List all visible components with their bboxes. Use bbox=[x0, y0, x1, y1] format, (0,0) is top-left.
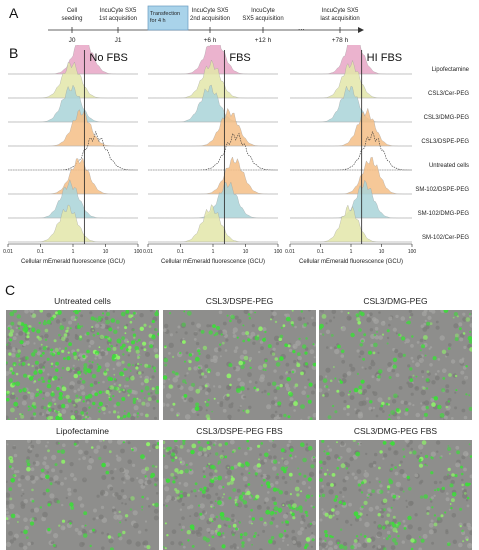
x-tick-label: 1 bbox=[72, 249, 75, 255]
histogram-curve bbox=[8, 157, 138, 195]
x-tick-label: 100 bbox=[408, 249, 417, 255]
histogram-title: No FBS bbox=[89, 52, 128, 64]
micrograph-label: CSL3/DSPE-PEG bbox=[205, 296, 274, 306]
timeline-event-label: last acquisition bbox=[320, 16, 359, 22]
row-label: SM-102/DSPE-PEG bbox=[415, 187, 469, 193]
micrograph-label: CSL3/DMG-PEG FBS bbox=[353, 426, 438, 436]
micrograph-image bbox=[163, 310, 316, 420]
histogram-curve bbox=[290, 157, 412, 195]
histogram-title: FBS bbox=[229, 52, 250, 64]
histogram-panel: 0.01 0.1 1 10 100 Cellular mEmerald fluoresce… bbox=[285, 45, 416, 265]
timeline-event-label: IncuCyte SX5 bbox=[100, 8, 137, 14]
x-tick-label: 0.1 bbox=[177, 249, 184, 255]
timeline-event-label: SX5 acquisition bbox=[242, 16, 283, 22]
transfection-box bbox=[147, 5, 189, 31]
histogram-curve bbox=[290, 85, 412, 123]
histogram-title: HI FBS bbox=[367, 52, 402, 64]
histogram-curve bbox=[8, 130, 138, 171]
timeline-event-label: 2nd acquisition bbox=[190, 16, 230, 22]
histogram-panel: 0.01 0.1 1 10 100 Cellular mEmerald fluoresce… bbox=[143, 45, 282, 265]
x-tick-label: 0.01 bbox=[143, 249, 153, 255]
panel-b-label: B bbox=[9, 45, 19, 61]
panel-a-label: A bbox=[9, 5, 19, 21]
timeline-event-label: IncuCyte SX5 bbox=[322, 8, 359, 14]
timeline-event-label: IncuCyte SX5 bbox=[192, 8, 229, 14]
x-tick-label: 0.1 bbox=[317, 249, 324, 255]
row-label: Untreated cells bbox=[429, 163, 469, 169]
row-label: CSL3/Cer-PEG bbox=[428, 91, 469, 97]
histogram-curve bbox=[290, 130, 412, 171]
timeline-event-label: Cell bbox=[67, 8, 77, 14]
micrograph-image bbox=[163, 440, 316, 550]
micrograph-image bbox=[6, 310, 159, 420]
x-tick-label: 1 bbox=[212, 249, 215, 255]
x-tick-label: 10 bbox=[379, 249, 385, 255]
histogram-curve bbox=[8, 84, 138, 123]
x-tick-label: 10 bbox=[243, 249, 249, 255]
micrograph-image bbox=[6, 440, 159, 550]
timeline-time-label: J0 bbox=[69, 37, 76, 44]
timeline-event-label: IncuCyte bbox=[251, 8, 275, 14]
timeline-arrowhead bbox=[358, 27, 364, 33]
micrograph-label: Untreated cells bbox=[54, 296, 111, 306]
transfection-label: Transfection for 4 h bbox=[150, 11, 181, 24]
timeline-event-label: seeding bbox=[61, 16, 82, 22]
micrograph-image bbox=[319, 310, 472, 420]
histogram-panel: 0.01 0.1 1 10 100 Cellular mEmerald fluoresce… bbox=[3, 45, 142, 265]
row-label: CSL3/DMG-PEG bbox=[424, 115, 470, 121]
histogram-curve bbox=[290, 204, 412, 243]
x-axis-label: Cellular mEmerald fluorescence (GCU) bbox=[299, 259, 403, 265]
timeline-event-label: 1st acquisition bbox=[99, 16, 137, 22]
row-label: CSL3/DSPE-PEG bbox=[421, 139, 469, 145]
micrograph-label: CSL3/DSPE-PEG FBS bbox=[196, 426, 283, 436]
row-label: Lipofectamine bbox=[432, 67, 470, 73]
histogram-curve bbox=[148, 204, 278, 243]
x-tick-label: 1 bbox=[350, 249, 353, 255]
x-tick-label: 0.01 bbox=[285, 249, 295, 255]
row-label: SM-102/Cer-PEG bbox=[422, 235, 469, 241]
timeline-time-label: J1 bbox=[115, 37, 122, 44]
row-label: SM-102/DMG-PEG bbox=[418, 211, 470, 217]
timeline-ellipsis: ... bbox=[298, 23, 305, 32]
timeline: Cell seeding J0 IncuCyte SX5 1st acquisition… bbox=[48, 5, 364, 44]
histogram-figure: 0.01 0.1 1 10 100 Cellular mEmerald fluoresce… bbox=[3, 45, 470, 265]
x-tick-label: 100 bbox=[274, 249, 283, 255]
micrograph-label: CSL3/DMG-PEG bbox=[363, 296, 428, 306]
micrograph-label: Lipofectamine bbox=[56, 426, 109, 436]
micrograph-image bbox=[319, 440, 472, 550]
x-tick-label: 0.1 bbox=[37, 249, 44, 255]
timeline-time-label: +6 h bbox=[204, 37, 217, 44]
histogram-curve bbox=[148, 156, 278, 195]
x-tick-label: 10 bbox=[103, 249, 109, 255]
x-tick-label: 100 bbox=[134, 249, 143, 255]
x-axis-label: Cellular mEmerald fluorescence (GCU) bbox=[161, 259, 265, 265]
timeline-time-label: +78 h bbox=[332, 37, 349, 44]
x-tick-label: 0.01 bbox=[3, 249, 13, 255]
histogram-curve bbox=[148, 132, 278, 171]
timeline-time-label: +12 h bbox=[255, 37, 272, 44]
panel-c-label: C bbox=[5, 282, 16, 298]
x-axis-label: Cellular mEmerald fluorescence (GCU) bbox=[21, 259, 125, 265]
